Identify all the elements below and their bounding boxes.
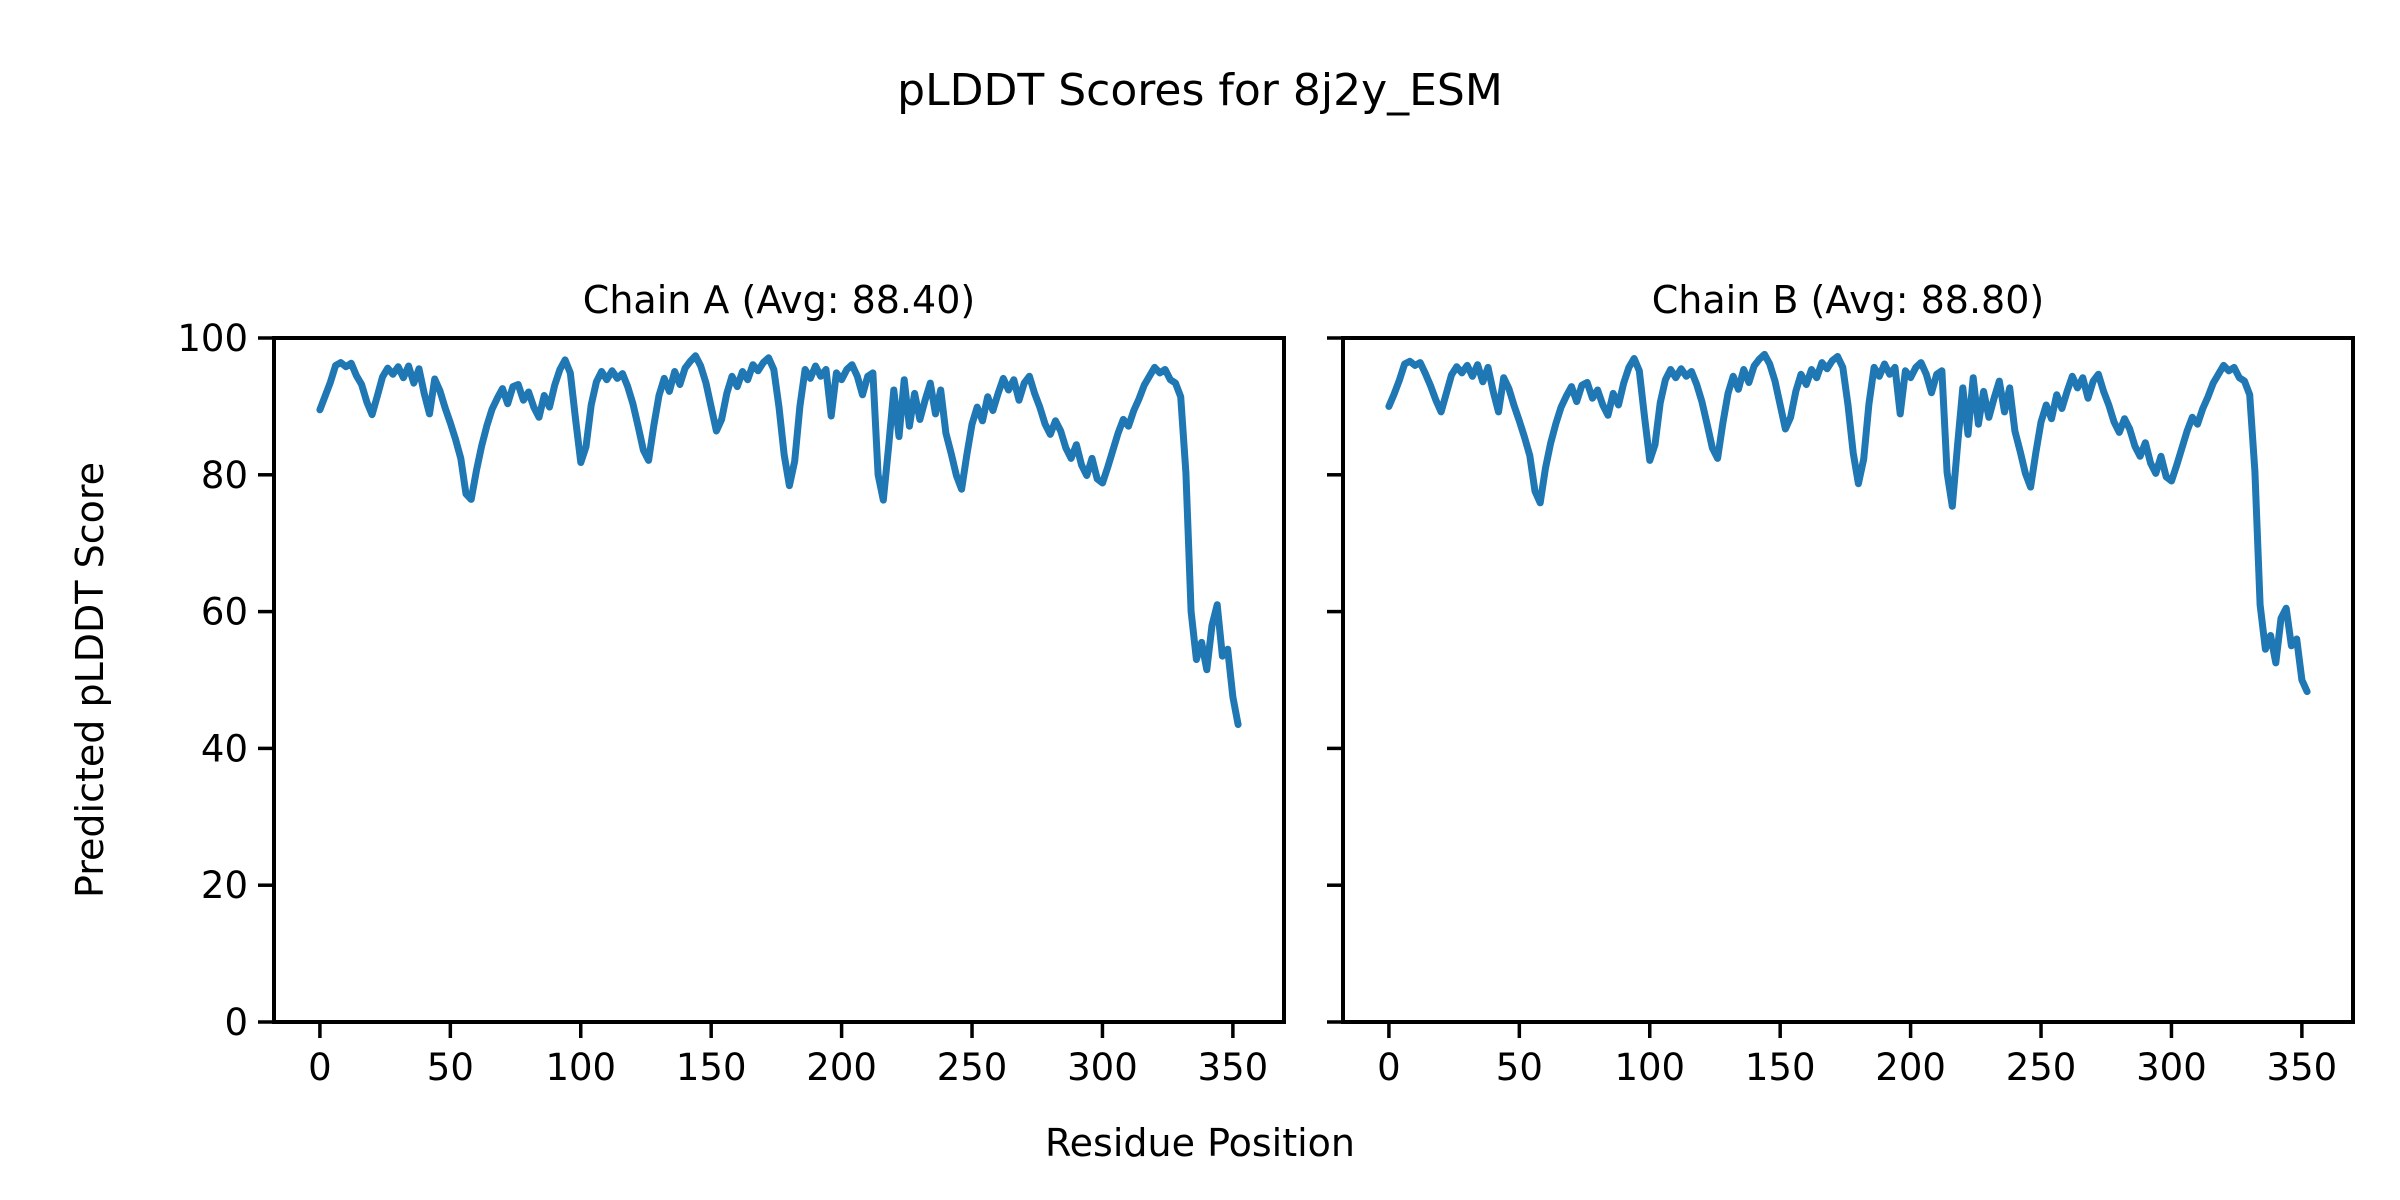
x-tick-label: 350 <box>2267 1046 2338 1089</box>
y-tick-label: 100 <box>177 317 248 360</box>
plddt-line-chain-B <box>1385 350 2311 696</box>
x-tick-label: 350 <box>1198 1046 1269 1089</box>
y-tick-label: 60 <box>201 591 248 634</box>
x-tick-label: 150 <box>1745 1046 1816 1089</box>
x-tick-label: 100 <box>1614 1046 1685 1089</box>
line-chart-chain-a: 0 50 100 150 200 250 300 350 0 20 40 60 80 100 <box>177 317 1286 1089</box>
x-tick-label: 100 <box>545 1046 616 1089</box>
axes-frame <box>1341 336 2355 1024</box>
x-tick-label: 200 <box>806 1046 877 1089</box>
x-tick-label: 0 <box>308 1046 332 1089</box>
axes-frame <box>272 336 1286 1024</box>
x-tick-label: 300 <box>1067 1046 1138 1089</box>
x-tick-label: 0 <box>1377 1046 1401 1089</box>
y-tick-label: 80 <box>201 454 248 497</box>
y-axis-label: Predicted pLDDT Score <box>68 462 112 898</box>
plddt-line-chain-A <box>316 352 1242 728</box>
x-tick-label: 250 <box>937 1046 1008 1089</box>
subplot-title-chain-b: Chain B (Avg: 88.80) <box>1651 278 2045 322</box>
subplot-chain-b: Chain B (Avg: 88.80) 0 50 100 150 200 250 300 3… <box>1327 278 2355 1089</box>
line-chart-chain-b: 0 50 100 150 200 250 300 350 <box>1327 336 2355 1089</box>
y-tick-label: 0 <box>224 1001 248 1044</box>
x-tick-label: 50 <box>427 1046 474 1089</box>
y-tick-label: 20 <box>201 864 248 907</box>
subplot-title-chain-a: Chain A (Avg: 88.40) <box>582 278 976 322</box>
x-tick-label: 50 <box>1496 1046 1543 1089</box>
x-tick-label: 150 <box>676 1046 747 1089</box>
figure-title: pLDDT Scores for 8j2y_ESM <box>897 65 1503 116</box>
x-tick-label: 200 <box>1875 1046 1946 1089</box>
x-axis-label: Residue Position <box>1044 1121 1356 1165</box>
subplot-chain-a: Chain A (Avg: 88.40) 0 50 100 150 200 250 300 3… <box>177 278 1286 1089</box>
x-tick-label: 250 <box>2006 1046 2077 1089</box>
x-tick-label: 300 <box>2136 1046 2207 1089</box>
y-tick-label: 40 <box>201 727 248 770</box>
